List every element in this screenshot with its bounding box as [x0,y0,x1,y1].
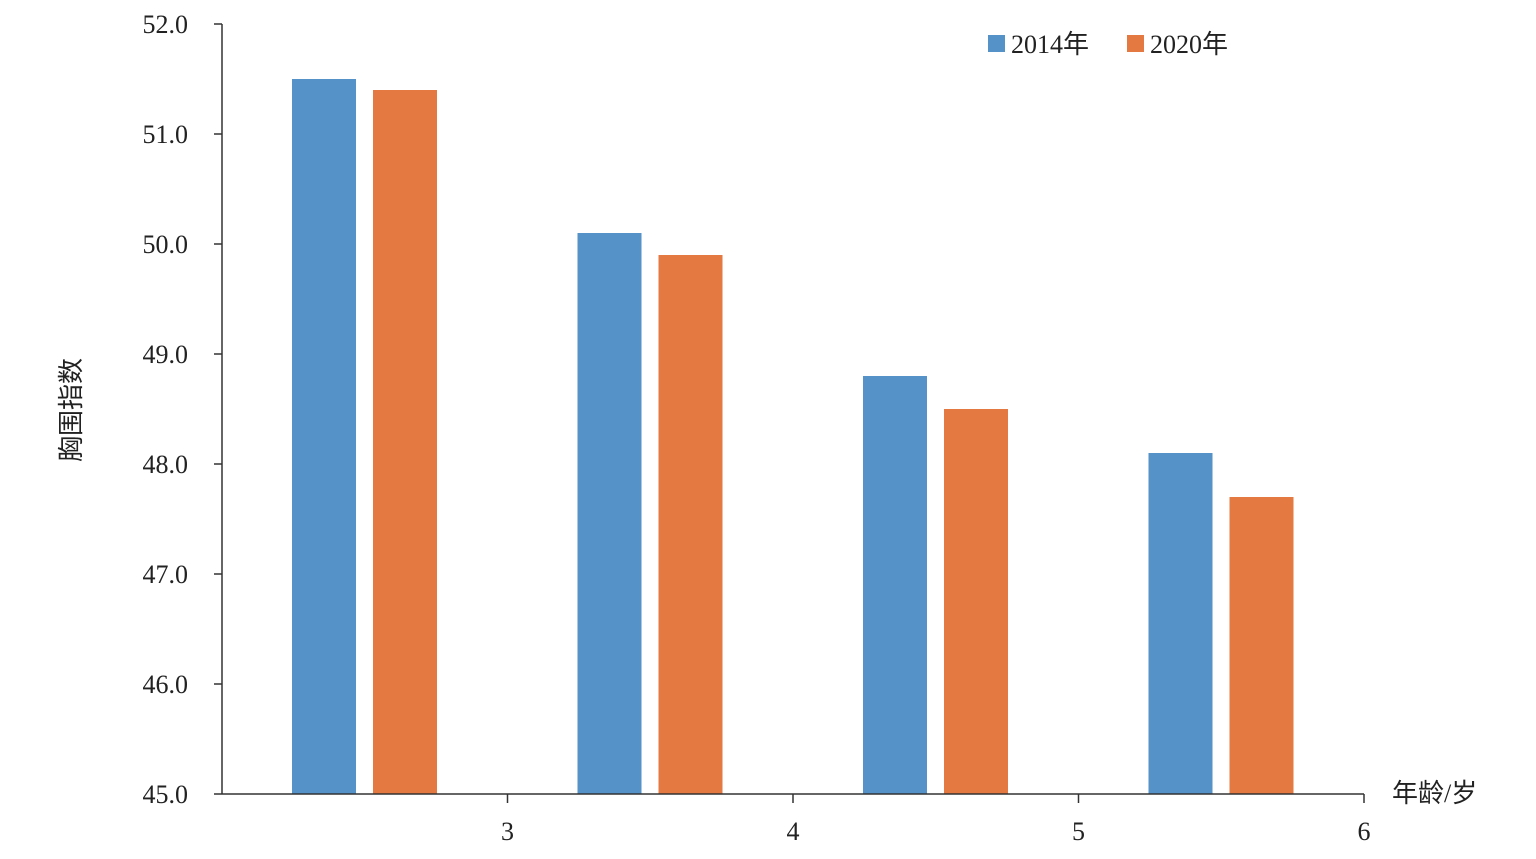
y-tick-label: 48.0 [143,450,189,479]
bar-2020年-6 [1229,497,1294,794]
bars-layer [292,79,1294,794]
x-tick-label: 5 [1072,817,1085,846]
legend-swatch [988,35,1005,52]
x-tick-label: 6 [1358,817,1371,846]
y-axis-title: 胸围指数 [57,358,86,462]
legend-swatch [1127,35,1144,52]
bar-2020年-3 [373,90,437,794]
legend-label: 2020年 [1150,30,1228,59]
x-axis-title: 年龄/岁 [1392,779,1477,808]
y-tick-label: 46.0 [143,670,189,699]
y-tick-label: 52.0 [143,10,189,39]
y-tick-label: 51.0 [143,120,189,149]
x-tick-label: 4 [787,817,800,846]
y-tick-label: 49.0 [143,340,189,369]
axes-layer: 45.0 46.0 47.0 48.0 49.0 50.0 51.0 52.0 3 4 5 6 [143,10,1371,846]
y-tick-label: 50.0 [143,230,189,259]
bar-2020年-5 [944,409,1008,794]
x-tick-label: 3 [501,817,514,846]
bar-2014年-6 [1148,453,1213,794]
bar-2014年-4 [577,233,642,794]
legend-label: 2014年 [1011,30,1089,59]
y-tick-label: 47.0 [143,560,189,589]
y-tick-label: 45.0 [143,780,189,809]
bar-2014年-5 [863,376,927,794]
bar-2014年-3 [292,79,356,794]
legend: 2014年 2020年 [988,30,1228,59]
bar-2020年-4 [658,255,723,794]
